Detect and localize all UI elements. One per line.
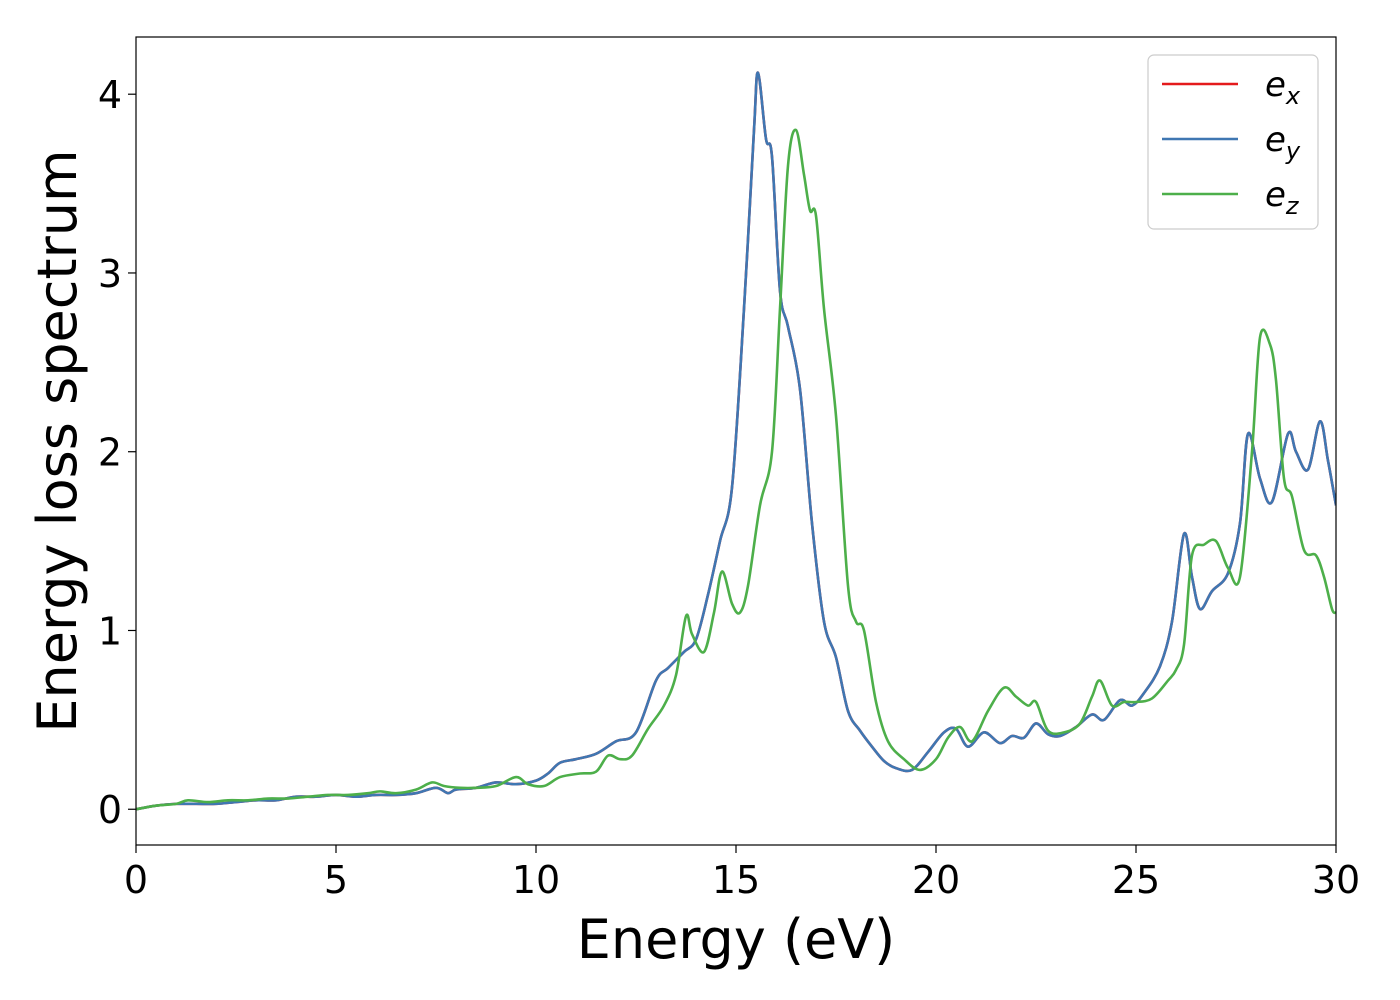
y-axis-title: Energy loss spectrum: [26, 149, 89, 732]
legend-label-main: e: [1265, 120, 1286, 160]
legend-label-subscript: x: [1285, 82, 1301, 110]
legend-label-main: e: [1265, 175, 1286, 215]
x-axis-title: Energy (eV): [577, 908, 896, 971]
x-tick-label: 20: [912, 858, 960, 902]
x-tick-label: 5: [324, 858, 348, 902]
legend-label: ez: [1265, 175, 1300, 220]
legend-label-subscript: y: [1285, 137, 1301, 165]
series-line-e-y: [136, 71, 1336, 811]
x-tick-label: 10: [512, 858, 560, 902]
y-tick-label: 1: [98, 609, 122, 653]
y-tick-label: 2: [98, 431, 122, 475]
series-line-e-z: [136, 128, 1336, 811]
legend-label: ey: [1265, 120, 1301, 165]
y-tick-label: 3: [98, 252, 122, 296]
x-tick-label: 25: [1112, 858, 1160, 902]
legend-label-subscript: z: [1285, 192, 1300, 220]
y-axis-ticks: 0 1 2 3 4: [98, 73, 136, 832]
x-tick-label: 0: [124, 858, 148, 902]
legend-label-main: e: [1265, 65, 1286, 105]
x-axis-ticks: 0 5 10 15 20 25 30: [124, 845, 1360, 902]
series-layer: [136, 71, 1336, 811]
y-tick-label: 4: [98, 73, 122, 117]
legend-frame: [1147, 54, 1319, 230]
legend-label: ex: [1265, 65, 1301, 110]
y-tick-label: 0: [98, 788, 122, 832]
x-tick-label: 15: [712, 858, 760, 902]
x-tick-label: 30: [1312, 858, 1360, 902]
